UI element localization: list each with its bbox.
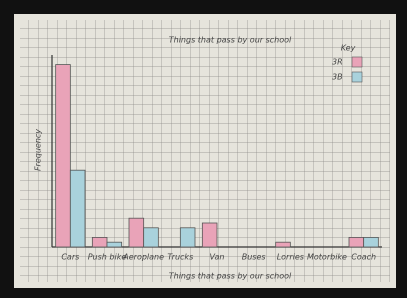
x-tick-label: Motorbike (307, 253, 347, 262)
x-tick-label: Van (210, 253, 225, 262)
bar (92, 237, 107, 247)
bar (276, 242, 291, 247)
bar (56, 65, 71, 247)
x-tick-label: Lorries (277, 253, 304, 262)
bar (144, 228, 159, 247)
y-axis-label: Frequency (34, 129, 43, 171)
x-tick-label: Push bike (88, 253, 127, 262)
legend-label: 3B (332, 73, 343, 82)
bar (202, 223, 217, 247)
legend-label: 3R (332, 58, 343, 67)
bar (349, 237, 364, 247)
bar (364, 237, 379, 247)
x-tick-label: Buses (242, 253, 266, 262)
x-tick-label: Cars (61, 253, 79, 262)
x-axis-label: Things that pass by our school (169, 272, 292, 281)
legend-swatch (352, 72, 362, 82)
x-tick-label: Coach (351, 253, 376, 262)
bar (129, 218, 144, 247)
x-tick-label: Trucks (167, 253, 193, 262)
bar (107, 242, 122, 247)
legend-title: Key (341, 44, 356, 53)
bar (70, 170, 85, 247)
chart-title: Things that pass by our school (169, 36, 292, 45)
x-tick-label: Aeroplane (122, 253, 164, 262)
legend-swatch (352, 57, 362, 67)
photo: Things that pass by our school Things th… (0, 0, 407, 298)
bar (180, 228, 195, 247)
